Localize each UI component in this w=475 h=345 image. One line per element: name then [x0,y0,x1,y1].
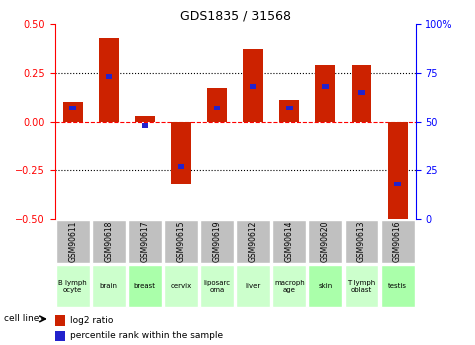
Bar [214,106,220,110]
Text: GSM90617: GSM90617 [141,221,149,262]
Bar [135,116,155,122]
Bar [55,315,65,326]
FancyBboxPatch shape [56,220,90,263]
FancyBboxPatch shape [344,220,379,263]
Text: cell line: cell line [4,314,39,323]
Text: log2 ratio: log2 ratio [70,316,113,325]
Bar [322,84,329,89]
Bar [142,123,148,128]
Text: percentile rank within the sample: percentile rank within the sample [70,332,223,341]
FancyBboxPatch shape [92,220,126,263]
FancyBboxPatch shape [92,265,126,307]
Bar [69,106,76,110]
Text: T lymph
oblast: T lymph oblast [347,280,376,293]
Text: brain: brain [100,283,118,289]
Text: GSM90611: GSM90611 [68,221,77,262]
FancyBboxPatch shape [200,220,234,263]
FancyBboxPatch shape [308,220,342,263]
FancyBboxPatch shape [56,265,90,307]
Bar [394,181,401,186]
FancyBboxPatch shape [272,265,306,307]
Text: macroph
age: macroph age [274,280,304,293]
FancyBboxPatch shape [380,220,415,263]
FancyBboxPatch shape [344,265,379,307]
Text: skin: skin [318,283,332,289]
Text: GSM90620: GSM90620 [321,221,330,262]
Bar [286,106,293,110]
Text: liposarc
oma: liposarc oma [203,280,231,293]
Bar [352,65,371,122]
Text: GSM90615: GSM90615 [177,221,185,262]
FancyBboxPatch shape [236,220,270,263]
Text: GSM90616: GSM90616 [393,221,402,262]
Bar [99,38,119,122]
Title: GDS1835 / 31568: GDS1835 / 31568 [180,10,291,23]
Text: GSM90619: GSM90619 [213,221,221,262]
Bar [243,49,263,122]
FancyBboxPatch shape [308,265,342,307]
Text: GSM90618: GSM90618 [104,221,113,262]
FancyBboxPatch shape [128,265,162,307]
Bar [55,331,65,342]
FancyBboxPatch shape [380,265,415,307]
Bar [105,74,112,79]
FancyBboxPatch shape [164,265,198,307]
FancyBboxPatch shape [164,220,198,263]
Text: breast: breast [134,283,156,289]
Bar [388,122,408,223]
FancyBboxPatch shape [272,220,306,263]
Bar [358,90,365,95]
Text: testis: testis [388,283,407,289]
Bar [207,88,227,122]
Text: GSM90614: GSM90614 [285,221,294,262]
FancyBboxPatch shape [236,265,270,307]
FancyBboxPatch shape [200,265,234,307]
Bar [63,102,83,122]
Bar [171,122,191,184]
Bar [178,164,184,169]
Text: liver: liver [246,283,261,289]
Bar [250,84,256,89]
FancyBboxPatch shape [128,220,162,263]
Text: cervix: cervix [171,283,191,289]
Bar [279,100,299,122]
Text: GSM90612: GSM90612 [249,221,257,262]
Text: B lymph
ocyte: B lymph ocyte [58,280,87,293]
Text: GSM90613: GSM90613 [357,221,366,262]
Bar [315,65,335,122]
